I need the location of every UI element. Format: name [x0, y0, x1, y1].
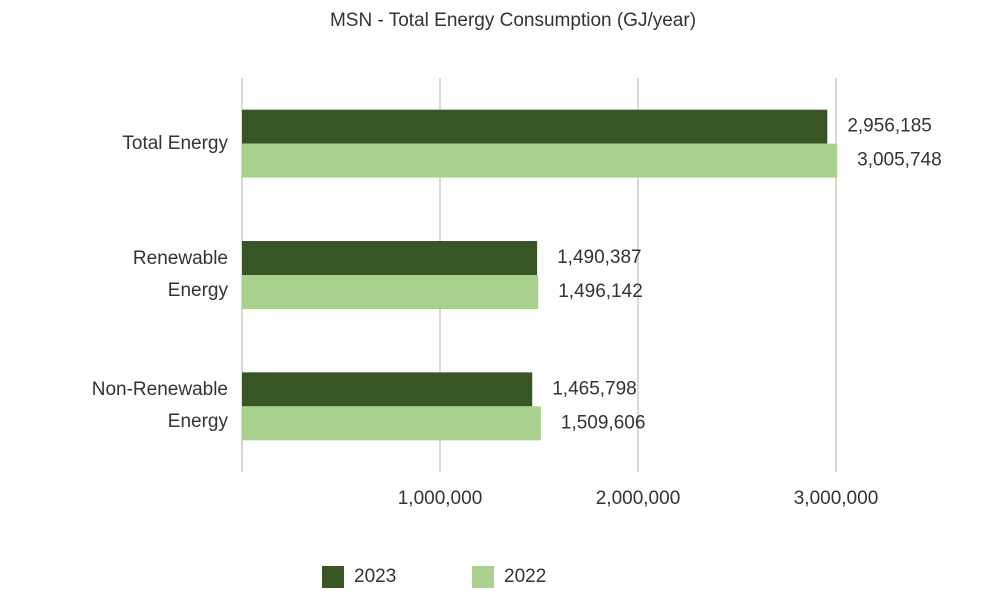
y-tick-label: Renewable Energy — [132, 248, 228, 301]
value-label: 1,509,606 — [561, 412, 646, 433]
bar — [242, 275, 539, 309]
y-tick-label: Non-Renewable Energy — [91, 379, 228, 433]
legend-label: 2022 — [504, 566, 546, 587]
value-label: 3,005,748 — [857, 150, 942, 171]
bar — [242, 143, 838, 178]
bar — [242, 406, 541, 441]
bar — [242, 372, 533, 407]
value-label: 1,465,798 — [552, 378, 637, 399]
value-label: 2,956,185 — [847, 116, 932, 137]
x-tick-label: 1,000,000 — [398, 488, 483, 509]
legend-swatch — [322, 566, 344, 588]
value-label: 1,490,387 — [557, 247, 642, 268]
x-tick-label: 3,000,000 — [794, 488, 879, 509]
bar — [242, 241, 538, 275]
legend-label: 2023 — [354, 566, 396, 587]
value-label: 1,496,142 — [558, 281, 643, 302]
legend-swatch — [472, 566, 494, 588]
y-tick-label: Total Energy — [122, 132, 228, 154]
bar — [242, 109, 828, 144]
chart-title: MSN - Total Energy Consumption (GJ/year) — [330, 10, 696, 31]
x-tick-label: 2,000,000 — [596, 488, 681, 509]
